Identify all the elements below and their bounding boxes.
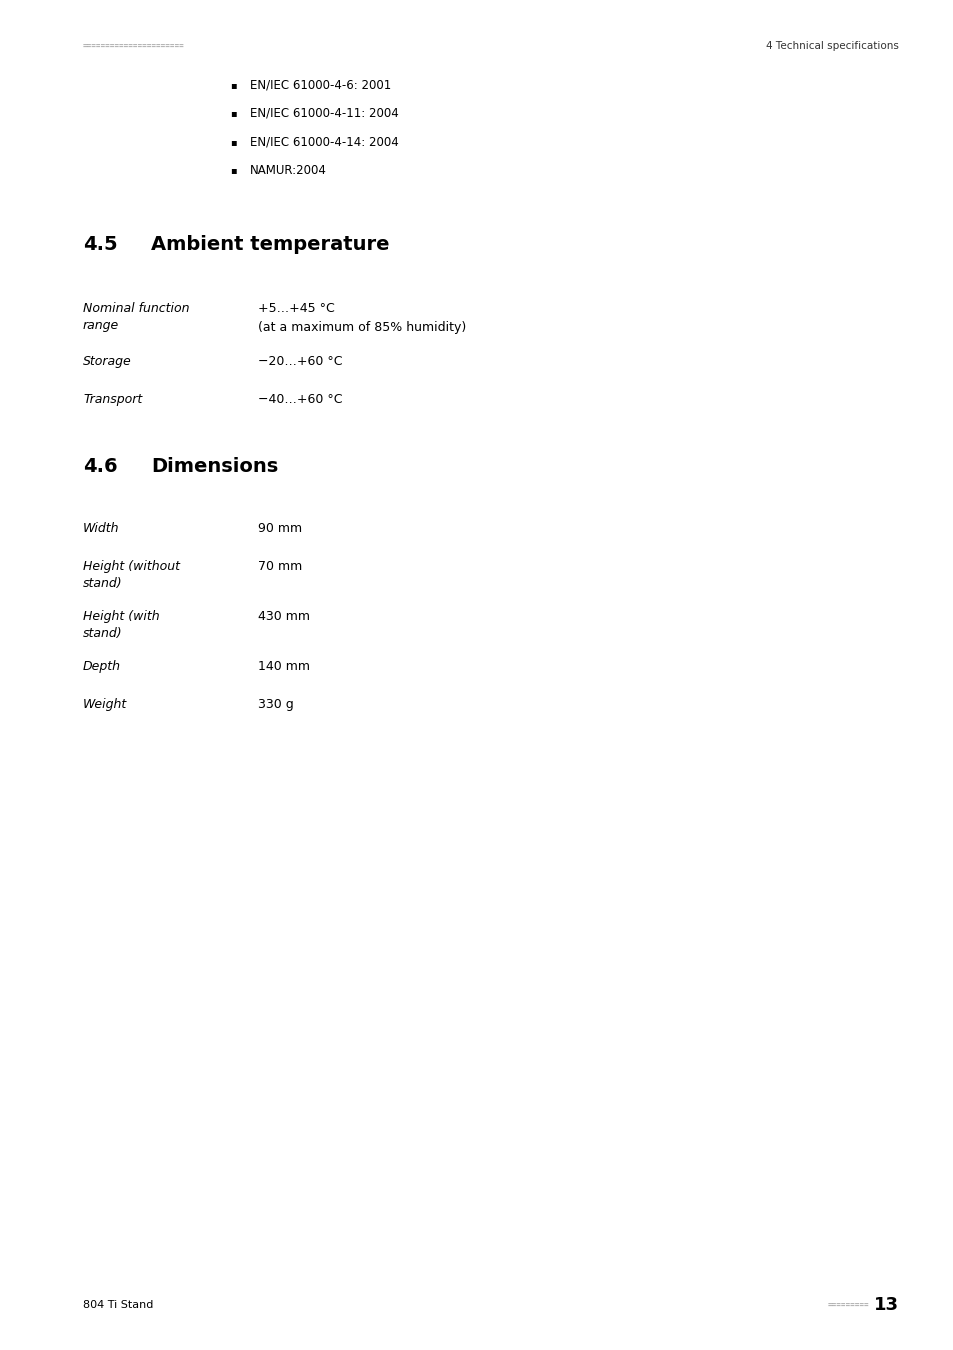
Text: 4.5: 4.5: [83, 235, 117, 254]
Text: EN/IEC 61000-4-14: 2004: EN/IEC 61000-4-14: 2004: [250, 135, 398, 148]
Text: 90 mm: 90 mm: [257, 522, 302, 535]
Text: 13: 13: [873, 1296, 898, 1314]
Text: EN/IEC 61000-4-6: 2001: EN/IEC 61000-4-6: 2001: [250, 78, 391, 92]
Text: Width: Width: [83, 522, 119, 535]
Text: Storage: Storage: [83, 355, 132, 369]
Text: =========: =========: [826, 1300, 868, 1310]
Text: ▪: ▪: [230, 108, 236, 119]
Text: ▪: ▪: [230, 80, 236, 90]
Text: −40…+60 °C: −40…+60 °C: [257, 393, 342, 406]
Text: Ambient temperature: Ambient temperature: [151, 235, 389, 254]
Text: ======================: ======================: [83, 42, 185, 50]
Text: 330 g: 330 g: [257, 698, 294, 711]
Text: 140 mm: 140 mm: [257, 660, 310, 674]
Text: Dimensions: Dimensions: [151, 458, 278, 477]
Text: 70 mm: 70 mm: [257, 560, 302, 572]
Text: EN/IEC 61000-4-11: 2004: EN/IEC 61000-4-11: 2004: [250, 107, 398, 120]
Text: 4 Technical specifications: 4 Technical specifications: [765, 40, 898, 51]
Text: Nominal function
range: Nominal function range: [83, 302, 190, 332]
Text: Weight: Weight: [83, 698, 127, 711]
Text: ▪: ▪: [230, 166, 236, 176]
Text: (at a maximum of 85% humidity): (at a maximum of 85% humidity): [257, 321, 466, 335]
Text: Height (with
stand): Height (with stand): [83, 610, 159, 640]
Text: 430 mm: 430 mm: [257, 610, 310, 622]
Text: 804 Ti Stand: 804 Ti Stand: [83, 1300, 153, 1310]
Text: −20…+60 °C: −20…+60 °C: [257, 355, 342, 369]
Text: Height (without
stand): Height (without stand): [83, 560, 180, 590]
Text: ▪: ▪: [230, 136, 236, 147]
Text: 4.6: 4.6: [83, 458, 117, 477]
Text: +5…+45 °C: +5…+45 °C: [257, 302, 335, 315]
Text: Depth: Depth: [83, 660, 121, 674]
Text: NAMUR:2004: NAMUR:2004: [250, 163, 327, 177]
Text: Transport: Transport: [83, 393, 142, 406]
